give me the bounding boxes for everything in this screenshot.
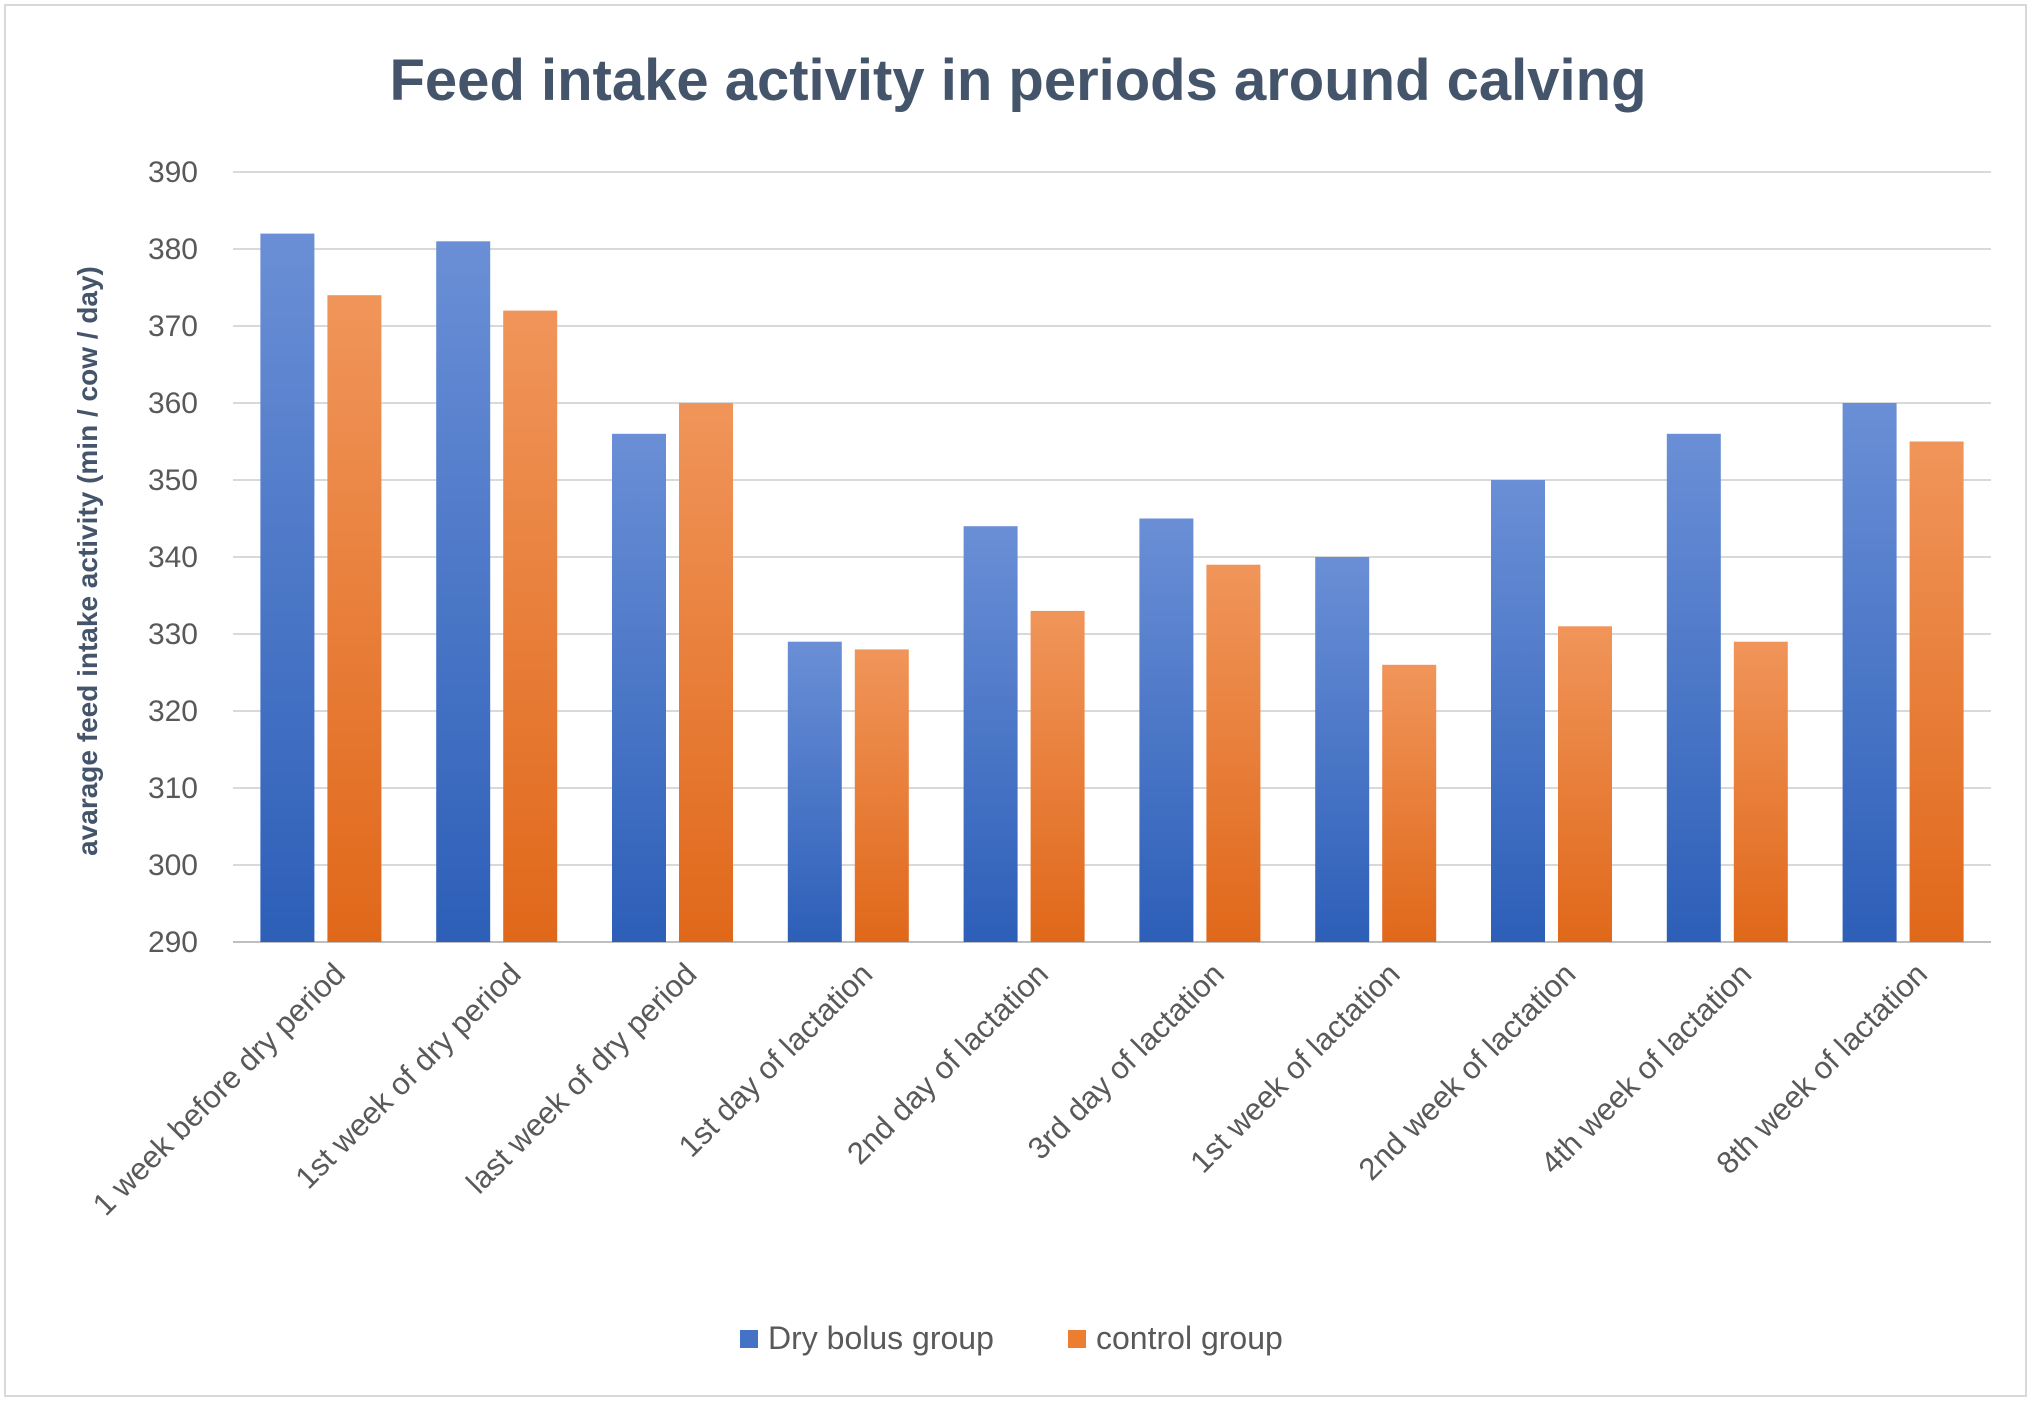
bar-dry-bolus [963, 526, 1018, 942]
legend: Dry bolus group control group [740, 1320, 1283, 1356]
bar-control [1558, 626, 1612, 942]
bar-control [327, 295, 382, 942]
y-tick-label: 380 [148, 233, 198, 266]
legend-label-control: control group [1096, 1320, 1283, 1356]
x-tick-label: 3rd day of lactation [1021, 956, 1231, 1166]
bar-dry-bolus [1666, 433, 1721, 942]
bar-dry-bolus [612, 433, 666, 942]
y-tick-label: 370 [148, 310, 198, 343]
bar-dry-bolus [1139, 518, 1194, 942]
chart-frame: Feed intake activity in periods around c… [4, 4, 2027, 1397]
legend-swatch-dry-bolus [740, 1330, 758, 1348]
y-tick-label: 390 [148, 156, 198, 189]
y-axis-ticks: 290 300 310 320 330 340 350 360 370 380 390 [148, 156, 198, 959]
legend-swatch-control [1068, 1330, 1086, 1348]
bar-control [1382, 664, 1437, 942]
y-tick-label: 300 [148, 849, 198, 882]
bar-control [679, 403, 733, 942]
bar-control [1206, 564, 1261, 942]
bar-control [854, 649, 909, 942]
bar-dry-bolus [1491, 480, 1545, 942]
y-tick-label: 340 [148, 541, 198, 574]
y-tick-label: 330 [148, 618, 198, 651]
gridlines [233, 171, 1991, 943]
y-tick-label: 360 [148, 387, 198, 420]
bar-dry-bolus [436, 241, 491, 943]
y-tick-label: 350 [148, 464, 198, 497]
y-tick-label: 310 [148, 772, 198, 805]
bar-control [1733, 641, 1788, 942]
bar-dry-bolus [260, 233, 315, 943]
chart-svg: Feed intake activity in periods around c… [72, 48, 1991, 1356]
x-tick-label: 1st day of lactation [672, 956, 880, 1164]
bar-dry-bolus [1315, 557, 1370, 942]
y-tick-label: 290 [148, 926, 198, 959]
y-axis-label: avarage feed intake activity (min / cow … [72, 266, 103, 856]
bar-control [1030, 610, 1085, 942]
legend-label-dry-bolus: Dry bolus group [768, 1320, 994, 1356]
bar-dry-bolus [1842, 403, 1897, 942]
chart-title: Feed intake activity in periods around c… [390, 48, 1647, 113]
bar-dry-bolus [787, 641, 842, 942]
bar-control [503, 310, 558, 943]
bars [260, 233, 1964, 943]
bar-control [1909, 441, 1964, 942]
y-tick-label: 320 [148, 695, 198, 728]
